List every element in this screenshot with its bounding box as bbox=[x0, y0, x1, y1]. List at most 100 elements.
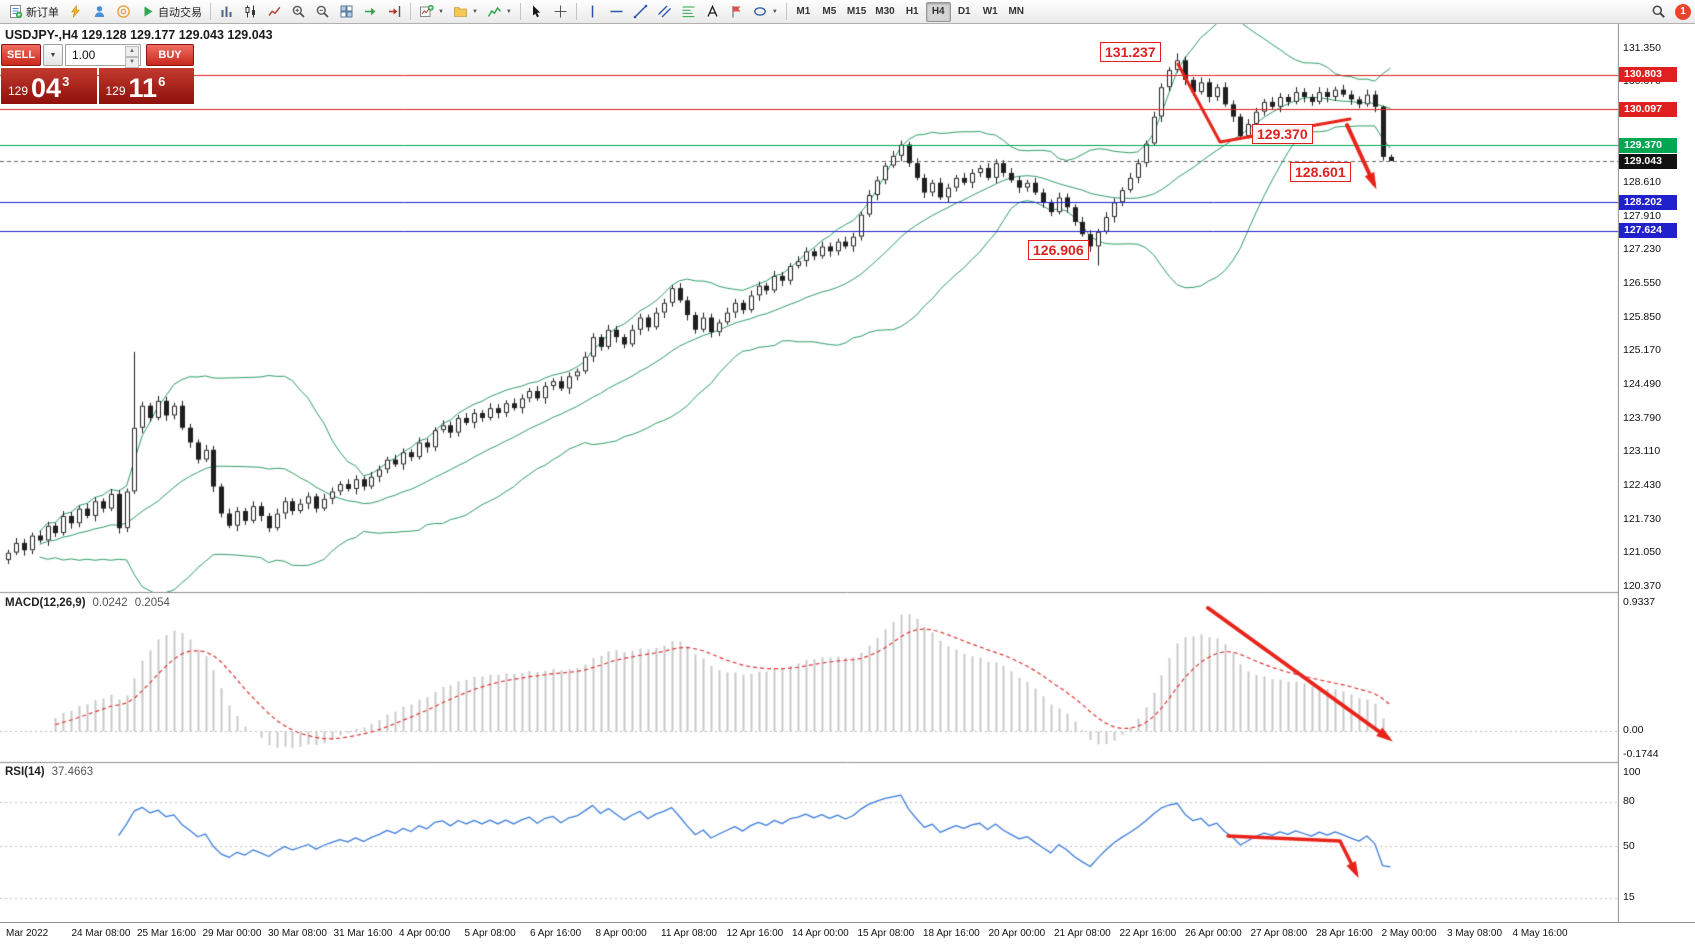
profiles-button[interactable]: ▼ bbox=[449, 2, 482, 22]
bar-chart-icon bbox=[221, 6, 232, 17]
horizontal-line-button[interactable] bbox=[605, 2, 628, 22]
price-tick: 125.170 bbox=[1623, 344, 1661, 357]
trade-options-dropdown[interactable]: ▼ bbox=[43, 44, 63, 66]
spin-up-icon[interactable]: ▲ bbox=[125, 46, 139, 57]
time-label: 4 May 16:00 bbox=[1512, 928, 1568, 939]
time-label: 26 Apr 00:00 bbox=[1185, 928, 1242, 939]
price-tag-129.370: 129.370 bbox=[1619, 137, 1677, 153]
time-label: 11 Apr 08:00 bbox=[661, 928, 717, 939]
toolbar-group-right: 1 bbox=[1647, 2, 1691, 22]
timeframe-m15[interactable]: M15 bbox=[843, 2, 870, 22]
rsi-indicator-label: RSI(14) 37.4663 bbox=[5, 766, 93, 778]
price-annotation-129.370[interactable]: 129.370 bbox=[1252, 124, 1313, 144]
ellipse-shape-icon bbox=[754, 7, 766, 16]
new-chart-button[interactable]: ▼ bbox=[415, 2, 448, 22]
bar-chart-button[interactable] bbox=[215, 2, 238, 22]
time-label: 20 Apr 00:00 bbox=[988, 928, 1046, 939]
text-button[interactable] bbox=[701, 2, 724, 22]
price-annotation-128.601[interactable]: 128.601 bbox=[1290, 162, 1351, 182]
timeframe-h4[interactable]: H4 bbox=[925, 1, 951, 22]
line-chart-button[interactable] bbox=[263, 2, 286, 22]
candlestick-chart-button[interactable] bbox=[239, 2, 262, 22]
vertical-line-icon bbox=[591, 5, 594, 18]
toolbar-separator bbox=[410, 3, 411, 20]
community-button[interactable] bbox=[112, 2, 135, 22]
new-order-button[interactable]: 新订单 bbox=[4, 2, 63, 22]
market-button[interactable] bbox=[88, 2, 111, 22]
trendline-icon bbox=[633, 4, 648, 19]
notification-badge[interactable]: 1 bbox=[1675, 3, 1691, 20]
price-tick: 128.610 bbox=[1623, 175, 1661, 188]
rsi-value: 37.4663 bbox=[51, 766, 94, 778]
zoom-out-button[interactable] bbox=[311, 2, 334, 22]
text-label-button[interactable] bbox=[725, 2, 748, 22]
macd-indicator-label: MACD(12,26,9) 0.0242 0.2054 bbox=[5, 597, 170, 609]
autotrading-button[interactable]: 自动交易 bbox=[136, 2, 206, 22]
price-tag-130.097: 130.097 bbox=[1619, 101, 1677, 117]
quote-panel: 129 04 3 129 11 6 bbox=[1, 68, 194, 104]
channel-button[interactable] bbox=[653, 2, 676, 22]
timeframe-d1[interactable]: D1 bbox=[952, 2, 977, 22]
chart-shift-button[interactable] bbox=[383, 2, 406, 22]
price-scale[interactable] bbox=[1619, 24, 1695, 922]
macd-axis-label: -0.1744 bbox=[1623, 748, 1659, 761]
cursor-button[interactable] bbox=[525, 2, 548, 22]
metaeditor-icon bbox=[70, 4, 81, 18]
volume-input[interactable] bbox=[66, 45, 124, 65]
price-tick: 121.730 bbox=[1623, 512, 1661, 525]
rsi-axis-label: 100 bbox=[1623, 765, 1641, 778]
timeframe-m1[interactable]: M1 bbox=[791, 2, 816, 22]
sell-button[interactable]: SELL bbox=[1, 44, 41, 66]
timeframe-m30[interactable]: M30 bbox=[871, 2, 898, 22]
zoom-in-button[interactable] bbox=[287, 2, 310, 22]
shapes-button[interactable]: ▼ bbox=[749, 2, 782, 22]
price-tag-128.202: 128.202 bbox=[1619, 194, 1677, 210]
search-icon bbox=[1652, 5, 1665, 18]
price-tag-130.803: 130.803 bbox=[1619, 67, 1677, 83]
time-label: 8 Apr 00:00 bbox=[595, 928, 647, 939]
timeframe-w1[interactable]: W1 bbox=[978, 2, 1003, 22]
vertical-line-button[interactable] bbox=[581, 2, 604, 22]
market-icon bbox=[94, 6, 105, 17]
trendline-button[interactable] bbox=[629, 2, 652, 22]
zoom-in-icon bbox=[292, 5, 305, 18]
time-label: 6 Apr 16:00 bbox=[530, 928, 582, 939]
bid-big-digits: 04 bbox=[31, 73, 62, 103]
indicators-button[interactable]: ▼ bbox=[483, 2, 516, 22]
time-label: 25 Mar 16:00 bbox=[137, 928, 196, 939]
timeframe-h1[interactable]: H1 bbox=[900, 2, 925, 22]
timeframe-mn[interactable]: MN bbox=[1004, 2, 1029, 22]
volume-spinner: ▲ ▼ bbox=[125, 46, 139, 68]
fibonacci-button[interactable] bbox=[677, 2, 700, 22]
time-label: 21 Apr 08:00 bbox=[1054, 928, 1111, 939]
volume-stepper: ▲▼ bbox=[65, 44, 141, 68]
play-icon bbox=[144, 6, 153, 17]
spin-down-icon[interactable]: ▼ bbox=[125, 57, 139, 68]
macd-name: MACD(12,26,9) bbox=[5, 597, 86, 609]
buy-button[interactable]: BUY bbox=[146, 44, 194, 66]
one-click-trade-panel: SELL ▼ ▲▼ BUY 129 04 3 129 11 6 bbox=[1, 44, 194, 104]
crosshair-button[interactable] bbox=[549, 2, 572, 22]
bid-price[interactable]: 129 04 3 bbox=[1, 68, 97, 104]
price-tick: 123.110 bbox=[1623, 445, 1661, 458]
auto-scroll-button[interactable] bbox=[359, 2, 382, 22]
search-button[interactable] bbox=[1647, 2, 1670, 22]
price-annotation-131.237[interactable]: 131.237 bbox=[1100, 42, 1161, 62]
price-tick: 122.430 bbox=[1623, 478, 1661, 491]
timeframe-m5[interactable]: M5 bbox=[817, 2, 842, 22]
cursor-icon bbox=[532, 5, 541, 18]
time-label: 15 Apr 08:00 bbox=[857, 928, 915, 939]
time-scale[interactable] bbox=[0, 923, 1695, 946]
rsi-name: RSI(14) bbox=[5, 766, 45, 778]
trade-controls-row: SELL ▼ ▲▼ BUY bbox=[1, 44, 194, 68]
price-tick: 126.550 bbox=[1623, 276, 1661, 289]
toolbar-separator bbox=[210, 3, 211, 20]
candlestick-icon bbox=[245, 5, 255, 18]
new-order-label: 新订单 bbox=[26, 6, 59, 19]
tile-windows-button[interactable] bbox=[335, 2, 358, 22]
crosshair-icon bbox=[554, 5, 567, 18]
price-annotation-126.906[interactable]: 126.906 bbox=[1028, 240, 1089, 260]
ask-price[interactable]: 129 11 6 bbox=[98, 68, 194, 104]
metaeditor-button[interactable] bbox=[64, 2, 87, 22]
